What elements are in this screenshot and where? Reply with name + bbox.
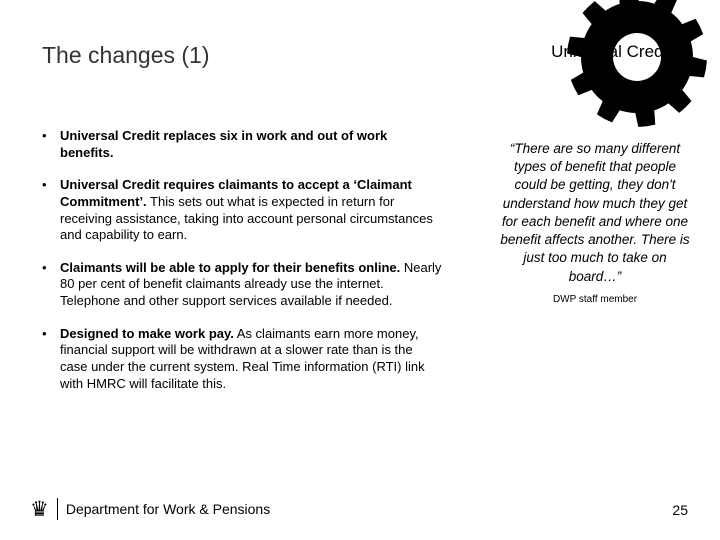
crest-icon: ♛ (30, 499, 49, 520)
bullet-item: Claimants will be able to apply for thei… (42, 260, 442, 310)
page-number: 25 (672, 502, 688, 518)
bullet-list: Universal Credit replaces six in work an… (42, 128, 442, 408)
quote-attribution: DWP staff member (500, 294, 690, 305)
bullet-bold: Claimants will be able to apply for thei… (60, 260, 400, 275)
department-name: Department for Work & Pensions (66, 501, 270, 517)
quote-block: “There are so many different types of be… (500, 140, 690, 305)
bullet-item: Universal Credit replaces six in work an… (42, 128, 442, 161)
logo-divider (57, 498, 58, 520)
quote-text: “There are so many different types of be… (500, 140, 690, 286)
footer-logo: ♛ Department for Work & Pensions (30, 498, 270, 520)
slide: The changes (1) Universal Credit Univers… (0, 0, 720, 540)
bullet-bold: Designed to make work pay. (60, 326, 234, 341)
bullet-item: Universal Credit requires claimants to a… (42, 177, 442, 244)
bullet-bold: Universal Credit replaces six in work an… (60, 128, 387, 160)
page-title: The changes (1) (42, 42, 209, 69)
gear-icon (562, 0, 712, 132)
header-label: Universal Credit (551, 42, 672, 62)
bullet-item: Designed to make work pay. As claimants … (42, 326, 442, 393)
